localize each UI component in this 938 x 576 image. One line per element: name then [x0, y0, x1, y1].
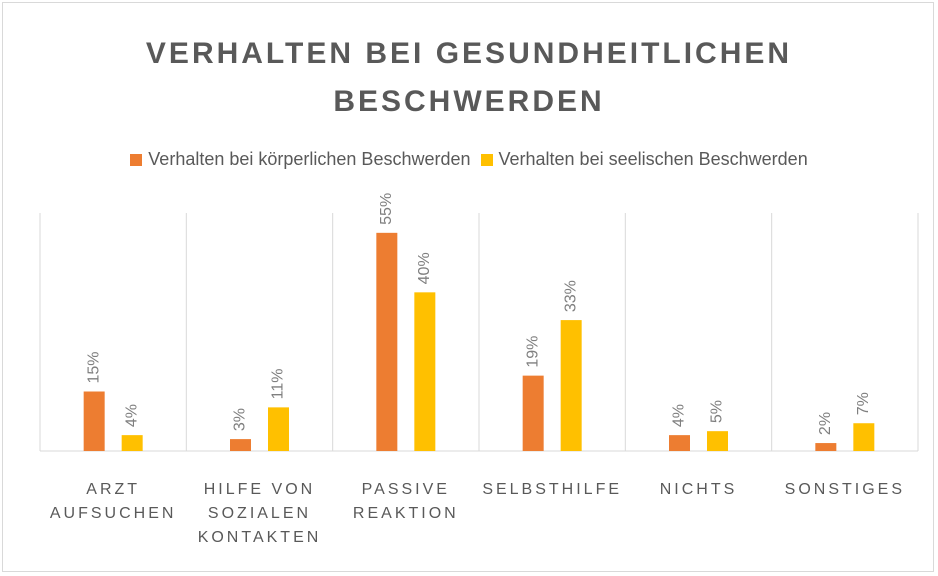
x-tick-label: SONSTIGES	[784, 481, 905, 498]
value-label: 40%	[416, 252, 433, 284]
value-label: 5%	[709, 400, 726, 423]
legend-swatch	[130, 153, 143, 166]
bar	[230, 439, 251, 451]
legend-item: Verhalten bei seelischen Beschwerden	[480, 149, 808, 170]
bar	[376, 232, 398, 451]
bar	[83, 391, 105, 451]
x-tick-label: HILFE VON SOZIALEN KONTAKTEN	[197, 481, 322, 546]
x-tick-label: PASSIVE REAKTION	[352, 481, 459, 522]
bar	[669, 435, 690, 451]
legend-label: Verhalten bei seelischen Beschwerden	[498, 149, 808, 169]
value-label: 4%	[123, 404, 140, 427]
x-tick-label: ARZT AUFSUCHEN	[49, 481, 177, 522]
x-tick-label: SELBSTHILFE	[482, 481, 623, 498]
bar	[853, 423, 875, 451]
value-label: 4%	[671, 404, 688, 427]
value-label: 3%	[232, 408, 249, 431]
value-label: 15%	[85, 351, 102, 383]
bar	[414, 292, 436, 451]
legend: Verhalten bei körperlichen Beschwerden Ve…	[0, 149, 938, 170]
value-label: 7%	[855, 392, 872, 415]
legend-swatch	[480, 153, 493, 166]
bar	[121, 435, 143, 451]
chart-title: VERHALTEN BEI GESUNDHEITLICHEN BESCHWERD…	[145, 37, 793, 118]
value-label: 19%	[524, 336, 541, 368]
legend-item: Verhalten bei körperlichen Beschwerden	[130, 149, 471, 170]
value-label: 55%	[378, 193, 395, 225]
x-tick-label: NICHTS	[659, 481, 738, 498]
value-label: 11%	[270, 369, 287, 400]
bar	[815, 443, 837, 451]
value-label: 2%	[817, 412, 834, 435]
value-label: 33%	[562, 280, 579, 312]
bar	[707, 431, 728, 451]
legend-label: Verhalten bei körperlichen Beschwerden	[148, 149, 471, 169]
bar	[560, 320, 582, 451]
bar	[522, 375, 544, 451]
bar	[268, 407, 289, 451]
